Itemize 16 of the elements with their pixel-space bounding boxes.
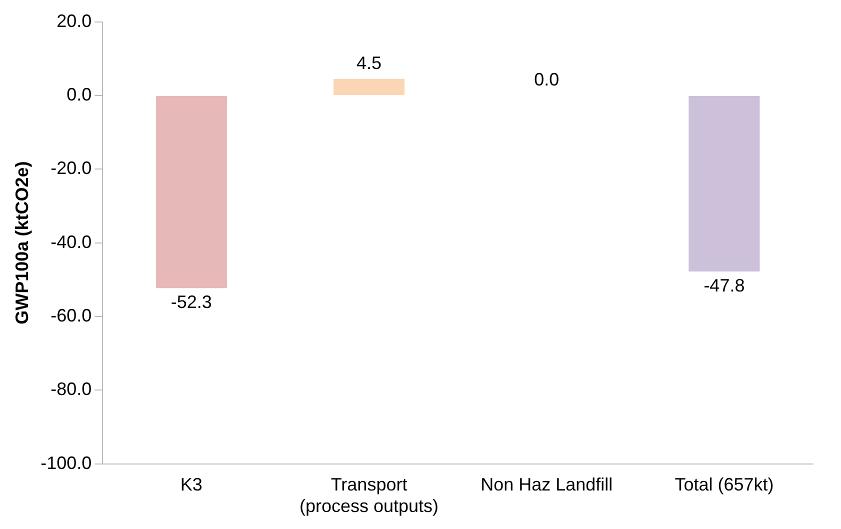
y-tick-label: 0.0	[66, 84, 92, 104]
data-label: -52.3	[170, 292, 212, 312]
y-tick-label: -20.0	[50, 158, 92, 178]
x-tick-label: Non Haz Landfill	[480, 474, 613, 495]
y-tick-label: -80.0	[50, 379, 92, 400]
y-tick-label: 20.0	[56, 10, 92, 31]
y-axis-title: GWP100a (ktCO2e)	[12, 161, 32, 324]
data-label: 0.0	[534, 69, 560, 90]
x-tick-label: Transport (process outputs)	[299, 474, 439, 516]
y-tick-label: -60.0	[50, 305, 92, 326]
data-label: 4.5	[356, 52, 382, 73]
data-label: -47.8	[704, 276, 745, 296]
y-tick-label: -100.0	[40, 452, 92, 473]
x-tick-label: Total (657kt)	[674, 474, 774, 495]
x-tick-label: K3	[180, 474, 202, 495]
y-tick-label: -40.0	[50, 232, 92, 252]
